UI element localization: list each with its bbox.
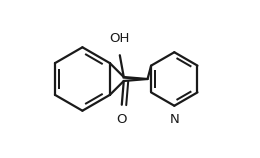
Text: O: O xyxy=(116,113,127,126)
Text: N: N xyxy=(170,113,179,126)
Text: OH: OH xyxy=(110,32,130,45)
